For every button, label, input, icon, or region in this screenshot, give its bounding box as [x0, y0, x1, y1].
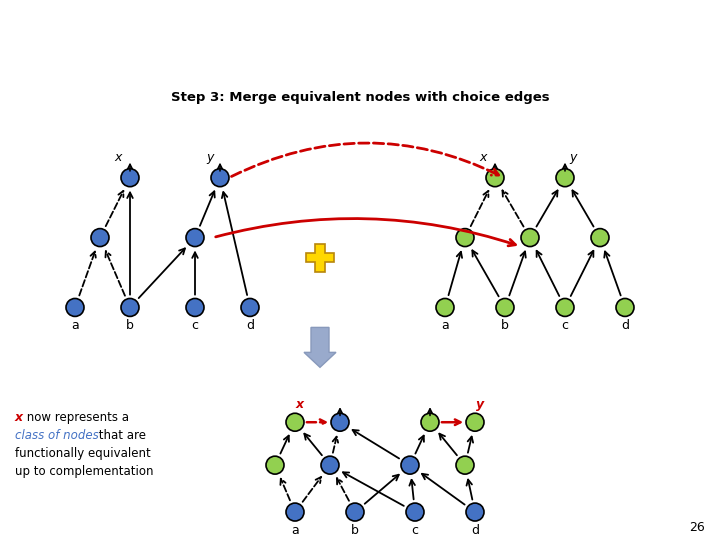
Circle shape: [286, 413, 304, 431]
Text: y: y: [207, 151, 214, 164]
FancyArrow shape: [304, 327, 336, 367]
Text: x: x: [480, 151, 487, 164]
Text: c: c: [192, 319, 199, 332]
Text: x: x: [114, 151, 122, 164]
Polygon shape: [306, 244, 334, 272]
Text: x: x: [296, 398, 304, 411]
Circle shape: [496, 299, 514, 316]
Text: d: d: [471, 523, 479, 537]
Text: c: c: [412, 523, 418, 537]
Text: functionally equivalent: functionally equivalent: [15, 447, 150, 460]
Text: a: a: [71, 319, 79, 332]
Circle shape: [266, 456, 284, 474]
Text: 26: 26: [689, 521, 705, 534]
Text: that are: that are: [95, 429, 146, 442]
Text: y: y: [476, 398, 484, 411]
Circle shape: [331, 413, 349, 431]
Circle shape: [406, 503, 424, 521]
Text: d: d: [621, 319, 629, 332]
Circle shape: [121, 168, 139, 187]
Circle shape: [556, 299, 574, 316]
Circle shape: [421, 413, 439, 431]
Circle shape: [486, 168, 504, 187]
Text: Detecting Choices: Detecting Choices: [176, 19, 544, 53]
Text: b: b: [351, 523, 359, 537]
Circle shape: [466, 503, 484, 521]
Circle shape: [186, 299, 204, 316]
Text: a: a: [441, 319, 449, 332]
Circle shape: [121, 299, 139, 316]
Circle shape: [521, 228, 539, 247]
Text: b: b: [501, 319, 509, 332]
Circle shape: [456, 228, 474, 247]
Text: c: c: [562, 319, 569, 332]
Circle shape: [401, 456, 419, 474]
Circle shape: [91, 228, 109, 247]
Text: Step 3: Merge equivalent nodes with choice edges: Step 3: Merge equivalent nodes with choi…: [171, 91, 549, 104]
Circle shape: [286, 503, 304, 521]
Circle shape: [66, 299, 84, 316]
Circle shape: [591, 228, 609, 247]
Text: x: x: [15, 411, 23, 424]
Text: d: d: [246, 319, 254, 332]
Text: class of nodes: class of nodes: [15, 429, 99, 442]
Circle shape: [616, 299, 634, 316]
Text: now represents a: now represents a: [23, 411, 129, 424]
Circle shape: [241, 299, 259, 316]
Circle shape: [211, 168, 229, 187]
Circle shape: [321, 456, 339, 474]
Circle shape: [436, 299, 454, 316]
Text: a: a: [291, 523, 299, 537]
Circle shape: [346, 503, 364, 521]
Text: y: y: [570, 151, 577, 164]
Text: b: b: [126, 319, 134, 332]
Circle shape: [456, 456, 474, 474]
Text: up to complementation: up to complementation: [15, 464, 153, 478]
Circle shape: [556, 168, 574, 187]
Circle shape: [466, 413, 484, 431]
Circle shape: [186, 228, 204, 247]
